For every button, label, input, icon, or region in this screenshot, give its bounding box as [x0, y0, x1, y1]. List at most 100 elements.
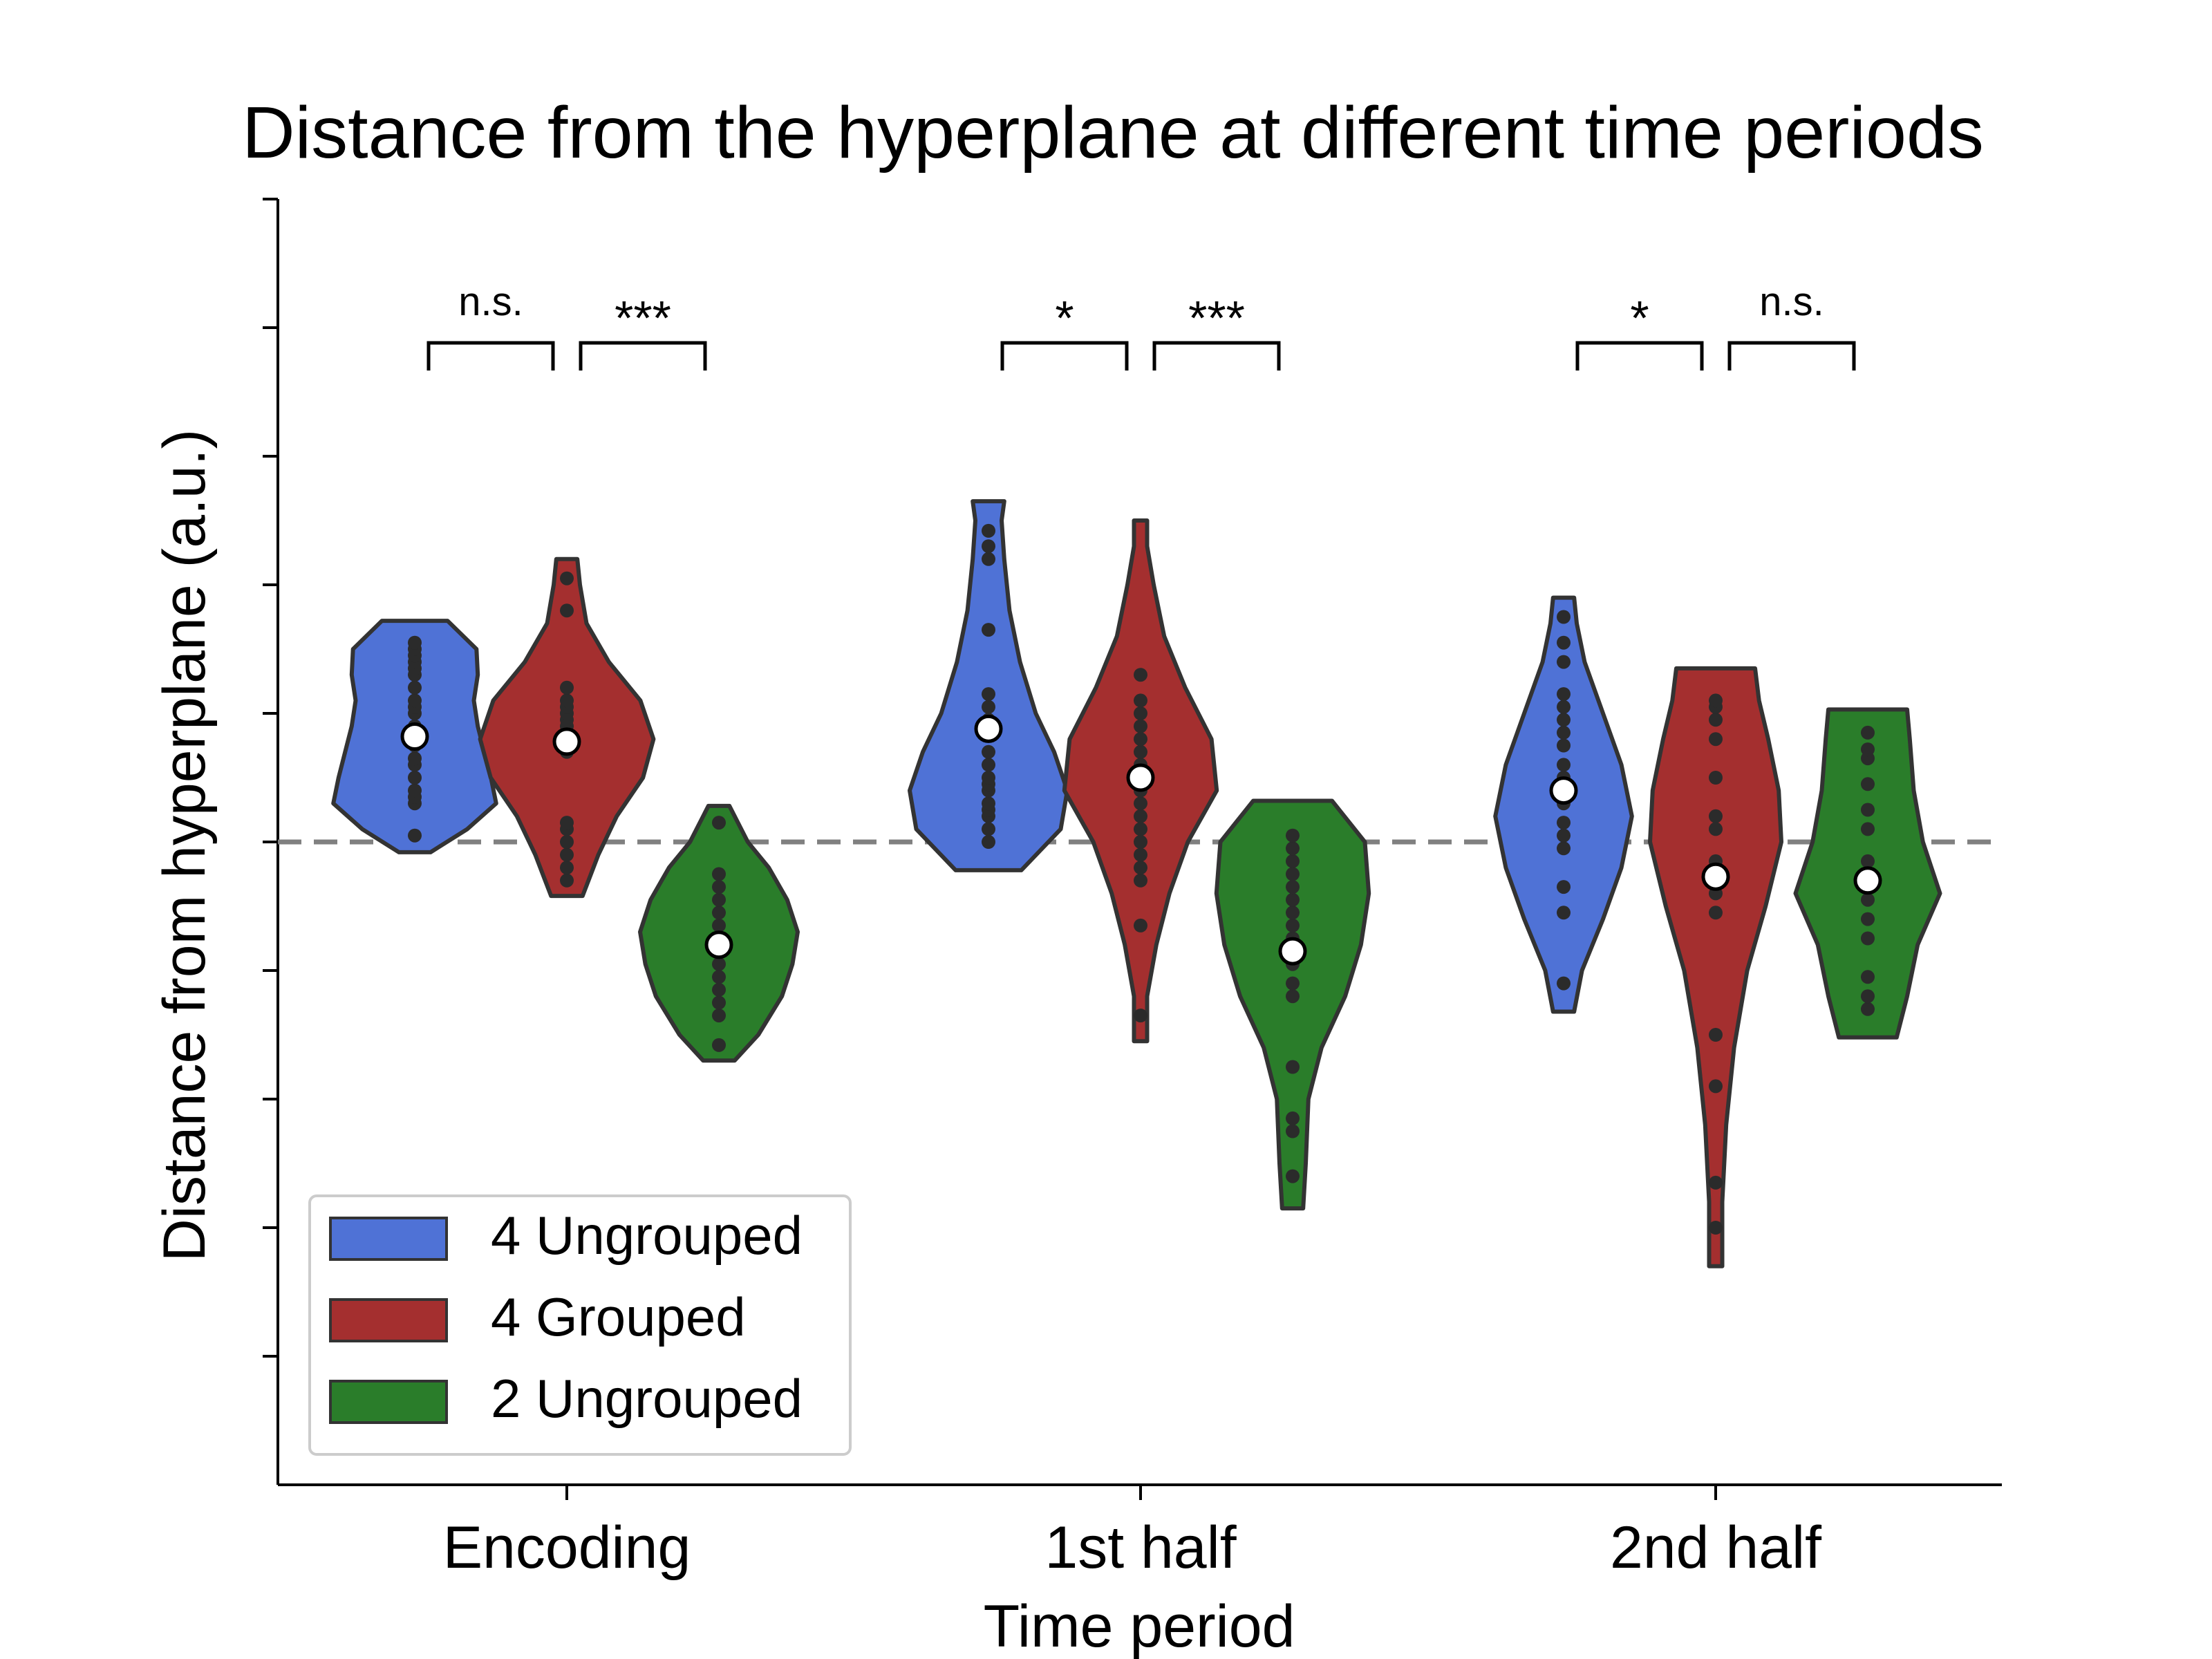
data-point: [1709, 693, 1723, 708]
median-marker: [1549, 776, 1578, 805]
data-point: [1134, 796, 1147, 811]
data-point: [1286, 867, 1300, 881]
significance-bracket: [1000, 341, 1129, 371]
data-point: [1861, 854, 1875, 868]
data-point: [1134, 861, 1147, 875]
data-point: [712, 918, 726, 932]
x-axis-label: Time period: [984, 1593, 1295, 1659]
data-point: [1286, 892, 1300, 907]
median-marker: [1278, 937, 1307, 966]
data-point: [712, 906, 726, 920]
legend-label: 4 Grouped: [491, 1286, 746, 1347]
data-point: [1286, 1111, 1300, 1125]
median-marker: [704, 930, 733, 959]
significance-label: ***: [1188, 291, 1245, 345]
significance-bracket: [1152, 341, 1281, 371]
median-marker: [1701, 862, 1730, 891]
data-point: [982, 552, 995, 566]
data-point: [1709, 771, 1723, 785]
data-point: [1557, 976, 1571, 991]
data-point: [982, 796, 995, 811]
violin-body: [908, 499, 1069, 872]
data-point: [1286, 906, 1300, 920]
data-point: [1861, 892, 1875, 907]
data-point: [712, 957, 726, 971]
data-point: [982, 771, 995, 785]
data-point: [1709, 822, 1723, 836]
data-point: [982, 835, 995, 849]
data-point: [712, 1038, 726, 1052]
data-point: [1286, 880, 1300, 894]
chart-title: Distance from the hyperplane at differen…: [242, 92, 1984, 174]
significance-bracket: [1575, 341, 1704, 371]
violin-body: [1648, 666, 1783, 1268]
data-point: [712, 880, 726, 894]
data-point: [1709, 732, 1723, 747]
data-point: [1134, 873, 1147, 888]
data-point: [1134, 668, 1147, 682]
data-point: [712, 816, 726, 830]
data-point: [1286, 854, 1300, 868]
data-point: [712, 970, 726, 984]
data-point: [982, 700, 995, 714]
data-point: [560, 847, 574, 862]
data-point: [408, 771, 422, 785]
data-point: [1709, 1079, 1723, 1094]
data-point: [1134, 719, 1147, 733]
data-point: [1134, 706, 1147, 720]
significance-label: *: [1630, 291, 1649, 345]
significance-label: ***: [615, 291, 671, 345]
data-point: [1709, 1221, 1723, 1235]
data-point: [408, 680, 422, 695]
data-point: [1134, 732, 1147, 747]
data-point: [1557, 610, 1571, 624]
data-point: [1861, 742, 1875, 757]
data-point: [1286, 989, 1300, 1004]
data-point: [560, 571, 574, 585]
significance-bracket: [1727, 341, 1856, 371]
data-point: [1134, 809, 1147, 823]
data-point: [1709, 713, 1723, 727]
data-point: [1286, 1124, 1300, 1138]
data-point: [1709, 1028, 1723, 1042]
legend-swatch: [329, 1298, 448, 1342]
median-marker: [974, 714, 1003, 743]
data-point: [712, 892, 726, 907]
violin-body: [1214, 798, 1371, 1211]
data-point: [1861, 970, 1875, 984]
data-point: [1286, 841, 1300, 856]
data-point: [1861, 822, 1875, 836]
legend-label: 2 Ungrouped: [491, 1368, 803, 1429]
data-point: [1557, 687, 1571, 702]
data-point: [1557, 758, 1571, 772]
data-point: [408, 828, 422, 843]
data-point: [712, 867, 726, 881]
data-point: [1557, 655, 1571, 669]
data-point: [1557, 880, 1571, 894]
data-point: [1557, 700, 1571, 714]
median-marker: [400, 722, 429, 751]
data-point: [1286, 1060, 1300, 1074]
data-point: [1134, 918, 1147, 932]
data-point: [1861, 1002, 1875, 1016]
data-point: [1861, 931, 1875, 946]
data-point: [408, 751, 422, 766]
data-point: [408, 693, 422, 708]
data-point: [712, 995, 726, 1010]
x-tick-label: 2nd half: [1610, 1515, 1822, 1581]
data-point: [1134, 693, 1147, 708]
data-point: [1557, 713, 1571, 727]
y-axis-label: Distance from hyperplane (a.u.): [151, 429, 218, 1262]
data-point: [1557, 725, 1571, 740]
data-point: [1286, 828, 1300, 843]
data-point: [1286, 1169, 1300, 1183]
data-point: [982, 623, 995, 637]
x-tick-label: Encoding: [443, 1515, 691, 1581]
data-point: [1557, 816, 1571, 830]
data-point: [1134, 822, 1147, 836]
data-point: [982, 687, 995, 702]
data-point: [1861, 803, 1875, 817]
legend-label: 4 Ungrouped: [491, 1205, 803, 1266]
